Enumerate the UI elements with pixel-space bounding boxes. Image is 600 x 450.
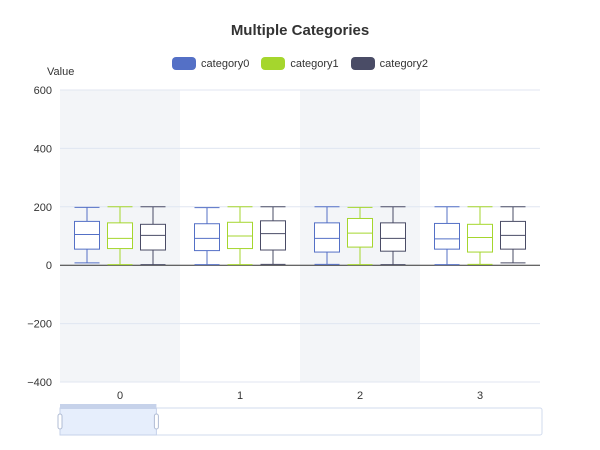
chart-title: Multiple Categories (230, 22, 370, 39)
box-category1-0[interactable] (107, 206, 133, 266)
box-iqr (74, 220, 100, 250)
x-tick-label: 0 (117, 390, 123, 402)
box-category2-0[interactable] (140, 206, 166, 266)
y-tick-label: 0 (46, 260, 52, 272)
box-iqr (227, 221, 253, 250)
legend-swatch-category2 (350, 57, 375, 70)
box-category1-2[interactable] (347, 206, 373, 266)
legend-swatch-category1 (261, 57, 286, 70)
box-category0-2[interactable] (314, 206, 340, 265)
legend-swatch-category0 (172, 57, 197, 70)
x-tick-label: 3 (477, 390, 483, 402)
box-iqr (380, 222, 406, 252)
legend-item-category2[interactable]: category2 (350, 57, 428, 70)
x-tick-label: 1 (237, 390, 243, 402)
box-iqr (467, 223, 493, 253)
y-tick-label: −400 (27, 377, 52, 389)
box-category2-3[interactable] (500, 206, 526, 264)
x-tick-label: 2 (357, 390, 363, 402)
y-tick-label: 600 (34, 85, 52, 97)
y-tick-label: −200 (27, 319, 52, 331)
box-category2-1[interactable] (260, 206, 286, 265)
box-category2-2[interactable] (380, 206, 406, 266)
legend-item-category0[interactable]: category0 (172, 57, 249, 70)
box-iqr (434, 222, 460, 250)
box-iqr (194, 223, 220, 252)
box-category0-0[interactable] (74, 206, 100, 264)
box-category1-1[interactable] (227, 206, 253, 266)
zoom-move-bar[interactable] (60, 404, 157, 409)
box-category0-1[interactable] (194, 207, 220, 266)
box-category1-3[interactable] (467, 206, 493, 265)
zoom-handle-right[interactable] (153, 413, 159, 430)
zoom-selection[interactable] (59, 407, 157, 436)
zoom-handle-left[interactable] (57, 413, 63, 430)
legend: category0 category1 category2 (0, 57, 600, 70)
box-iqr (260, 220, 286, 251)
legend-label-category0: category0 (201, 57, 250, 70)
legend-label-category1: category1 (290, 57, 339, 70)
box-iqr (314, 222, 340, 253)
box-iqr (107, 222, 133, 250)
legend-item-category1[interactable]: category1 (261, 57, 339, 70)
y-tick-label: 400 (34, 143, 52, 155)
box-iqr (140, 223, 166, 251)
y-axis-label: Value (47, 66, 75, 78)
legend-label-category2: category2 (379, 57, 428, 70)
box-category0-3[interactable] (434, 206, 460, 266)
y-tick-label: 200 (34, 202, 52, 214)
